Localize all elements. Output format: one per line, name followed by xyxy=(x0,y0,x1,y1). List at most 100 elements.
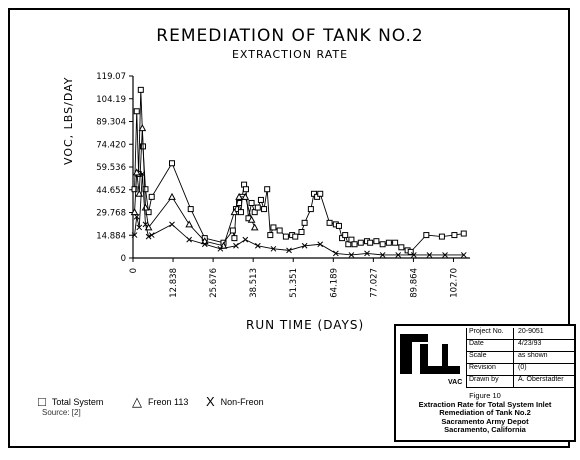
data-point-total-system xyxy=(242,186,249,193)
x-tick-label: 38.513 xyxy=(249,268,259,298)
figure-frame xyxy=(8,8,570,448)
data-point-total-system xyxy=(385,239,392,246)
series-line-total-system xyxy=(134,89,464,253)
data-point-total-system xyxy=(348,236,355,243)
data-point-total-system xyxy=(261,206,268,213)
data-point-non-freon xyxy=(233,242,239,249)
x-tick-label: 77.027 xyxy=(369,268,379,298)
data-point-freon-113 xyxy=(144,223,153,231)
x-tick-label: 102.70 xyxy=(449,268,459,298)
x-tick-label: 0 xyxy=(129,268,139,273)
x-tick-label: 25.676 xyxy=(209,268,219,298)
x-tick-label: 51.351 xyxy=(289,268,299,298)
data-point-freon-113 xyxy=(185,220,194,228)
data-point-total-system xyxy=(339,235,346,242)
data-point-total-system xyxy=(231,235,238,242)
data-point-total-system xyxy=(237,209,244,216)
data-point-non-freon xyxy=(364,250,370,257)
square-marker-icon: □ xyxy=(38,394,46,409)
series-line-freon-113 xyxy=(134,128,256,247)
data-point-total-system xyxy=(438,233,445,240)
y-tick-label: 59.536 xyxy=(96,163,126,173)
data-point-total-system xyxy=(270,224,277,231)
data-point-freon-113 xyxy=(241,192,250,200)
data-point-non-freon xyxy=(201,241,208,248)
series-line-non-freon xyxy=(134,173,464,256)
chart-title: REMEDIATION OF TANK NO.2 xyxy=(156,26,424,46)
data-point-non-freon xyxy=(169,221,175,228)
data-point-total-system xyxy=(392,239,399,246)
data-point-total-system xyxy=(342,232,349,239)
data-point-total-system xyxy=(133,108,140,115)
data-point-freon-113 xyxy=(247,215,256,223)
data-point-non-freon xyxy=(139,171,146,177)
title-block-row: Drawn by A. Oberstadter xyxy=(466,376,574,388)
data-point-total-system xyxy=(335,222,342,229)
data-point-non-freon xyxy=(332,250,339,257)
y-tick-label: 104.19 xyxy=(96,95,126,105)
legend-label: Total System xyxy=(51,396,104,407)
data-point-non-freon xyxy=(410,252,417,258)
data-point-non-freon xyxy=(131,232,138,238)
data-point-total-system xyxy=(264,186,271,193)
data-point-total-system xyxy=(276,227,283,234)
x-marker-icon: X xyxy=(206,394,215,409)
data-point-non-freon xyxy=(148,232,155,238)
title-block-row: Scale as shown xyxy=(466,352,574,364)
data-point-non-freon xyxy=(142,221,149,228)
data-point-total-system xyxy=(248,199,255,206)
data-point-total-system xyxy=(326,219,333,226)
y-axis-label: VOC, LBS/DAY xyxy=(62,76,75,165)
y-tick-label: 119.07 xyxy=(96,72,126,82)
y-tick-label: 14.884 xyxy=(96,231,126,241)
data-point-total-system xyxy=(282,233,289,240)
data-point-total-system xyxy=(367,239,374,246)
legend-label: Non-Freon xyxy=(220,396,264,407)
legend-item-total-system: □ Total System xyxy=(38,394,103,409)
data-point-non-freon xyxy=(242,236,249,243)
data-point-freon-113 xyxy=(168,192,176,200)
data-point-freon-113 xyxy=(132,168,141,176)
data-point-total-system xyxy=(298,229,305,236)
x-tick-label: 64.189 xyxy=(329,268,339,298)
x-axis-label: RUN TIME (DAYS) xyxy=(246,318,365,332)
data-point-total-system xyxy=(310,190,317,197)
title-block-row: Revision (0) xyxy=(466,364,574,376)
title-block: TERRA VAC Project No. 20-9051 Date 4/23/… xyxy=(394,324,576,442)
data-point-non-freon xyxy=(145,233,152,240)
data-point-total-system xyxy=(267,232,274,239)
data-point-total-system xyxy=(257,196,264,203)
data-point-non-freon xyxy=(460,252,467,258)
data-point-non-freon xyxy=(442,252,448,258)
data-point-total-system xyxy=(345,241,352,248)
data-point-total-system xyxy=(148,193,155,200)
y-tick-label: 89.304 xyxy=(96,118,126,128)
data-point-non-freon xyxy=(270,245,277,252)
data-point-non-freon xyxy=(254,242,261,249)
figure-caption: Figure 10 Extraction Rate for Total Syst… xyxy=(396,391,574,435)
caption-line: Extraction Rate for Total System Inlet xyxy=(418,399,552,409)
y-tick-label: 29.768 xyxy=(96,209,126,219)
data-point-total-system xyxy=(229,227,236,234)
data-point-total-system xyxy=(423,232,430,239)
title-block-table: Project No. 20-9051 Date 4/23/93 Scale a… xyxy=(466,328,574,388)
data-point-non-freon xyxy=(348,252,355,258)
data-point-total-system xyxy=(398,244,405,251)
y-tick-label: 0 xyxy=(121,254,126,264)
data-point-freon-113 xyxy=(230,208,239,216)
data-point-total-system xyxy=(254,204,261,211)
legend-item-non-freon: X Non-Freon xyxy=(206,394,264,409)
y-tick-label: 44.652 xyxy=(96,186,126,196)
data-point-total-system xyxy=(407,248,414,255)
data-point-non-freon xyxy=(379,252,386,258)
data-point-total-system xyxy=(314,193,321,200)
title-block-row: Date 4/23/93 xyxy=(466,340,574,352)
data-point-freon-113 xyxy=(138,124,147,132)
logo-text: TERRA xyxy=(430,336,454,343)
data-point-total-system xyxy=(460,230,467,237)
y-tick-label: 74.420 xyxy=(96,140,126,150)
data-point-non-freon xyxy=(426,252,433,258)
data-point-non-freon xyxy=(136,224,143,231)
logo-subtext: VAC xyxy=(448,379,462,386)
